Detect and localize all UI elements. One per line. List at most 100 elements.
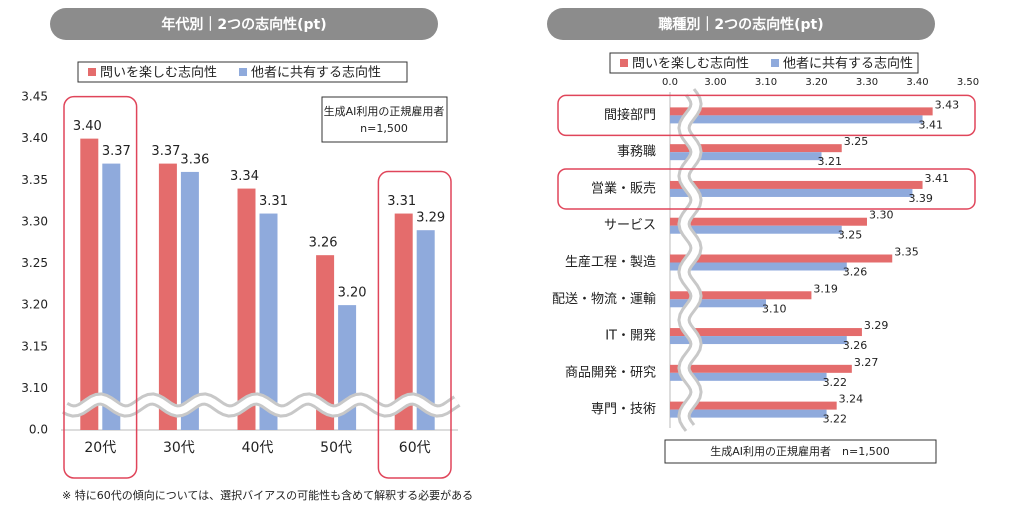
- x-tick-label: 20代: [84, 440, 116, 456]
- legend-label: 他者に共有する志向性: [251, 65, 381, 81]
- annotation-box: [664, 439, 937, 464]
- value-label: 3.31: [259, 194, 288, 209]
- x-tick-label: 3.20: [805, 77, 827, 88]
- x-tick-label: 3.40: [906, 77, 928, 88]
- value-label: 3.22: [823, 376, 848, 389]
- footnote: ※ 特に60代の傾向については、選択バイアスの可能性も含めて解釈する必要がある: [62, 488, 473, 502]
- value-label: 3.26: [843, 339, 868, 352]
- highlight-box: [63, 95, 138, 479]
- x-tick-label: 3.30: [856, 77, 878, 88]
- y-tick-label: 事務職: [617, 145, 656, 160]
- legend-swatch: [88, 68, 96, 76]
- bar: [158, 163, 177, 430]
- value-label: 3.43: [935, 98, 960, 111]
- annotation: 生成AI利用の正規雇用者: [324, 104, 445, 118]
- bar: [416, 230, 435, 430]
- x-tick-label: 30代: [163, 440, 195, 456]
- title-pill: [547, 8, 935, 40]
- bar: [670, 291, 812, 300]
- bar: [670, 152, 822, 161]
- value-label: 3.41: [925, 172, 950, 185]
- x-tick-label: 60代: [399, 440, 431, 456]
- bar: [670, 262, 847, 271]
- bar: [102, 163, 121, 430]
- bar: [670, 401, 837, 410]
- value-label: 3.26: [309, 236, 338, 251]
- value-label: 3.40: [73, 119, 102, 134]
- bar: [237, 188, 256, 430]
- bar: [670, 336, 847, 345]
- highlight-box: [377, 170, 452, 479]
- y-tick-label: 3.45: [21, 90, 48, 104]
- chart-title: 年代別｜2つの志向性(pt): [161, 16, 326, 33]
- value-label: 3.34: [230, 169, 259, 184]
- legend-swatch: [771, 59, 780, 67]
- y-tick-label: 3.40: [21, 131, 48, 145]
- bar: [670, 254, 893, 263]
- value-label: 3.22: [823, 413, 848, 426]
- y-tick-label: IT・開発: [605, 329, 656, 344]
- bar: [670, 328, 862, 337]
- y-tick-label: 3.15: [21, 339, 48, 353]
- bar: [670, 107, 933, 116]
- value-label: 3.19: [813, 282, 838, 295]
- value-label: 3.29: [864, 319, 889, 332]
- value-label: 3.31: [387, 194, 416, 209]
- bar: [259, 213, 278, 430]
- value-label: 3.30: [869, 209, 894, 222]
- x-tick-label: 0.0: [662, 77, 678, 88]
- value-label: 3.37: [102, 144, 131, 159]
- value-label: 3.29: [416, 211, 445, 226]
- y-tick-label: 3.25: [21, 256, 48, 270]
- annotation: n=1,500: [360, 122, 408, 135]
- x-tick-label: 3.50: [957, 77, 979, 88]
- y-tick-label: 0.0: [29, 423, 48, 437]
- axis-break: [63, 395, 459, 415]
- bar: [670, 225, 842, 234]
- y-tick-label: 生産工程・製造: [565, 254, 656, 270]
- y-tick-label: 専門・技術: [591, 402, 656, 417]
- bar: [670, 409, 827, 418]
- value-label: 3.24: [839, 393, 864, 406]
- annotation-box: [321, 96, 448, 143]
- y-tick-label: サービス: [604, 218, 656, 233]
- highlight-box: [557, 94, 976, 137]
- highlight-box: [557, 168, 976, 210]
- x-tick-label: 3.00: [704, 77, 726, 88]
- y-tick-label: 間接部門: [604, 107, 656, 123]
- annotation: 生成AI利用の正規雇用者 n=1,500: [710, 444, 889, 458]
- value-label: 3.27: [854, 356, 879, 369]
- x-tick-label: 40代: [242, 440, 274, 456]
- legend-label: 問いを楽しむ志向性: [100, 65, 217, 81]
- bar: [670, 144, 842, 153]
- legend-label: 他者に共有する志向性: [783, 56, 913, 72]
- legend-label: 問いを楽しむ志向性: [632, 56, 749, 72]
- value-label: 3.25: [838, 229, 863, 242]
- value-label: 3.26: [843, 266, 868, 279]
- bar: [670, 180, 923, 189]
- x-tick-label: 50代: [320, 440, 352, 456]
- title-pill: [50, 8, 438, 40]
- value-label: 3.39: [908, 192, 933, 205]
- bar: [316, 255, 335, 430]
- value-label: 3.35: [894, 246, 919, 259]
- bar: [80, 138, 99, 430]
- y-tick-label: 営業・販売: [591, 180, 656, 196]
- value-label: 3.10: [762, 302, 787, 315]
- legend-box: [609, 52, 919, 74]
- y-tick-label: 3.10: [21, 381, 48, 395]
- bar: [670, 299, 766, 308]
- value-label: 3.37: [151, 144, 180, 159]
- bar: [670, 217, 867, 226]
- y-tick-label: 3.20: [21, 298, 48, 312]
- axis-break: [680, 89, 700, 431]
- value-label: 3.36: [180, 152, 209, 167]
- bar: [670, 188, 913, 197]
- x-tick-label: 3.10: [755, 77, 777, 88]
- chart-title: 職種別｜2つの志向性(pt): [658, 16, 823, 33]
- bar: [180, 171, 199, 431]
- bar: [670, 364, 852, 373]
- value-label: 3.25: [844, 135, 869, 148]
